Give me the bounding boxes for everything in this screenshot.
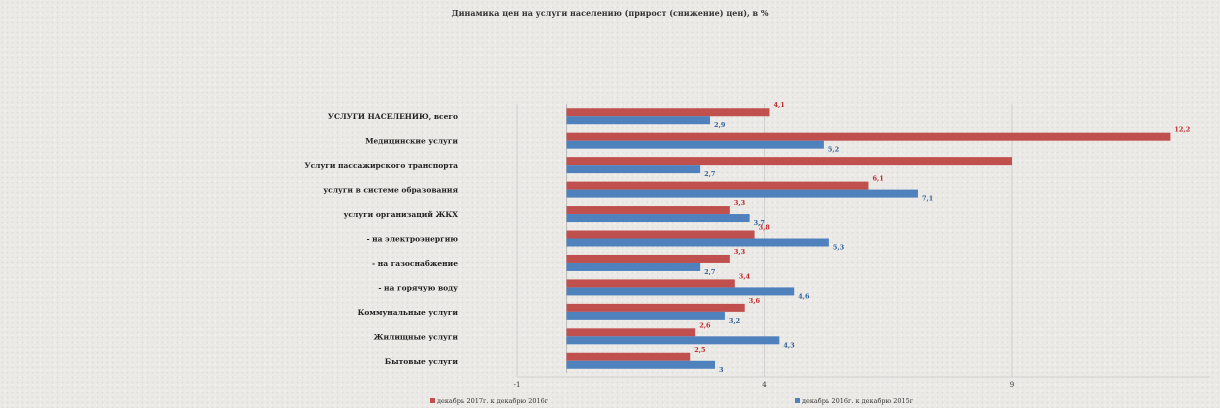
x-tick-label: 4	[762, 381, 767, 389]
bar-series-1	[566, 181, 869, 190]
legend-label: декабрь 2016г. к декабрю 2015г	[802, 397, 914, 405]
bar-series-1	[566, 279, 735, 288]
category-label: Услуги пассажирского транспорта	[305, 161, 459, 170]
bar-series-2	[566, 214, 750, 223]
data-label: 3,6	[749, 297, 761, 305]
bars	[566, 108, 1171, 369]
data-label: 4,1	[773, 101, 784, 109]
bar-series-1	[566, 206, 730, 215]
bar-series-1	[566, 157, 1012, 166]
data-label: 3,4	[739, 272, 751, 280]
category-label: Бытовые услуги	[385, 357, 459, 366]
category-label: Коммунальные услуги	[358, 308, 459, 317]
data-label: 12,2	[1174, 126, 1190, 134]
bar-series-1	[566, 108, 770, 117]
category-label: УСЛУГИ НАСЕЛЕНИЮ, всего	[328, 112, 458, 121]
bar-series-2	[566, 238, 829, 247]
data-label: 3,8	[759, 224, 771, 232]
category-label: услуги организаций ЖКХ	[344, 210, 459, 219]
bar-series-2	[566, 116, 711, 125]
x-tick-label: -1	[514, 381, 521, 389]
legend-swatch	[795, 398, 800, 403]
bar-series-2	[566, 189, 918, 198]
bar-series-1	[566, 328, 696, 337]
bar-series-1	[566, 132, 1171, 141]
data-label: 2,5	[694, 346, 706, 354]
data-label: 2,6	[699, 321, 711, 329]
labels: УСЛУГИ НАСЕЛЕНИЮ, всего 4,1 2,9 Медицинские…	[305, 101, 1191, 374]
category-label: Медицинские услуги	[365, 137, 458, 146]
data-label: 2,7	[704, 170, 715, 178]
category-label: услуги в системе образования	[323, 186, 458, 195]
bar-series-1	[566, 352, 691, 361]
category-label: - на электроэнергию	[366, 235, 458, 244]
bar-series-1	[566, 303, 745, 312]
bar-series-2	[566, 336, 780, 345]
data-label: 3	[719, 366, 724, 374]
chart-title: Динамика цен на услуги населению (прирос…	[451, 8, 769, 18]
data-label: 4,6	[798, 292, 810, 300]
data-label: 6,1	[872, 175, 883, 183]
x-tick-label: 9	[1010, 381, 1014, 389]
bar-series-1	[566, 230, 755, 239]
data-label: 3,2	[729, 317, 740, 325]
bar-series-2	[566, 262, 701, 271]
category-label: - на газоснабжение	[372, 259, 458, 268]
data-label: 3,3	[734, 248, 746, 256]
data-label: 3,7	[754, 219, 765, 227]
data-label: 5,2	[828, 146, 839, 154]
data-label: 2,7	[704, 268, 715, 276]
bar-series-1	[566, 254, 730, 263]
bar-series-2	[566, 360, 715, 369]
legend-label: декабрь 2017г. к декабрю 2016г	[437, 397, 549, 405]
bar-series-2	[566, 311, 725, 320]
data-label: 4,3	[783, 341, 795, 349]
legend-swatch	[430, 398, 435, 403]
legend: декабрь 2017г. к декабрю 2016г декабрь 20…	[430, 397, 914, 405]
data-label: 5,3	[833, 244, 845, 252]
bar-series-2	[566, 165, 701, 174]
bar-series-2	[566, 287, 795, 296]
category-label: Жилищные услуги	[374, 332, 459, 341]
data-label: 3,3	[734, 199, 746, 207]
data-label: 2,9	[714, 121, 726, 129]
category-label: - на горячую воду	[378, 283, 458, 292]
data-label: 7,1	[922, 195, 933, 203]
bar-series-2	[566, 140, 824, 149]
